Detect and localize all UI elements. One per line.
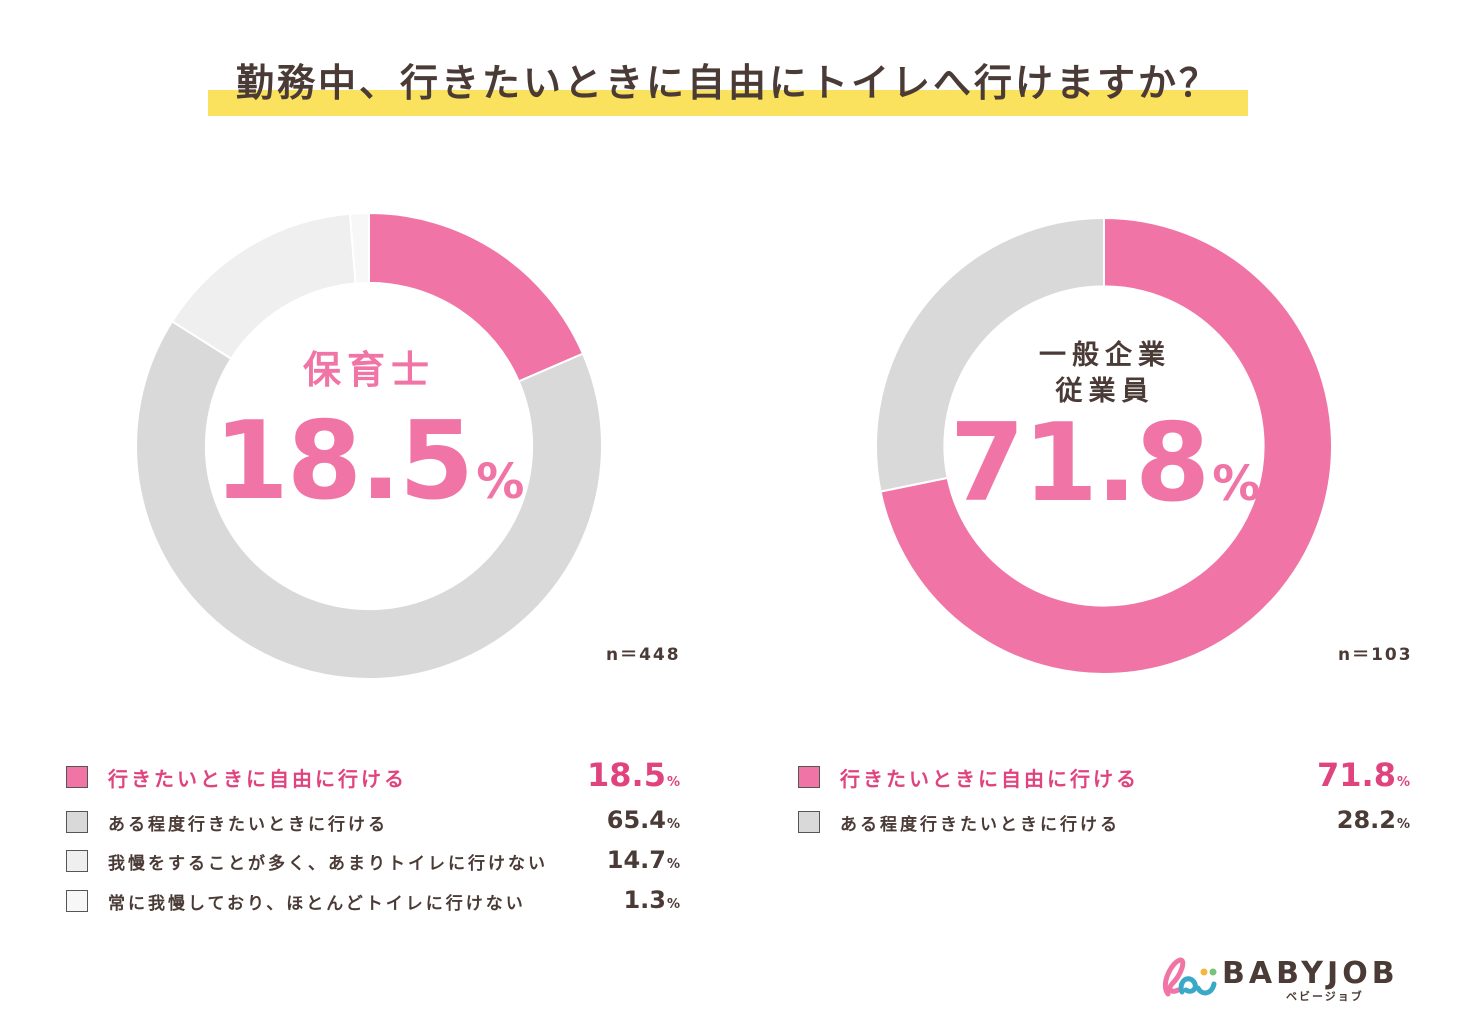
legend-value-nursery-2: 65.4% <box>607 806 680 834</box>
legend-item-company-1: 行きたいときに自由に行ける <box>798 762 1139 792</box>
legend-swatch <box>798 766 820 788</box>
legend-value-company-2: 28.2% <box>1337 806 1410 834</box>
center-unit-nursery: % <box>476 454 525 510</box>
legend-label: 常に我慢しており、ほとんどトイレに行けない <box>108 893 526 914</box>
logo-subtext: ベビージョブ <box>1286 990 1364 1003</box>
brand-logo: BABYJOB ベビージョブ <box>1158 954 1408 1004</box>
legend-label: 我慢をすることが多く、あまりトイレに行けない <box>108 853 548 874</box>
data-label: 65.4 <box>606 806 666 834</box>
chart-title-nursery: 保育士 <box>302 348 435 392</box>
data-label-unit: % <box>666 857 680 872</box>
page-title: 勤務中、行きたいときに自由にトイレへ行けますか？ <box>235 61 1220 105</box>
legend-item-nursery-1: 行きたいときに自由に行ける <box>66 762 407 792</box>
legend-swatch <box>66 890 88 912</box>
data-label: 18.5 <box>587 756 666 794</box>
legend-company: 行きたいときに自由に行ける 71.8% ある程度行きたいときに行ける 28.2% <box>798 756 1410 840</box>
babyjob-logo-icon <box>1162 957 1217 997</box>
legend-item-nursery-4: 常に我慢しており、ほとんどトイレに行けない <box>66 886 526 916</box>
data-label-unit: % <box>1396 775 1410 790</box>
donut-chart-nursery <box>135 211 603 680</box>
center-value-company: 71.8 <box>949 401 1210 526</box>
legend-swatch <box>66 766 88 788</box>
donut-slice-2 <box>875 216 1105 493</box>
title-block: 勤務中、行きたいときに自由にトイレへ行けますか？ <box>208 58 1248 118</box>
logo-text: BABYJOB <box>1222 956 1399 991</box>
center-value-nursery: 18.5 <box>213 399 474 524</box>
legend-value-nursery-4: 1.3% <box>623 886 680 914</box>
legend-value-company-1: 71.8% <box>1317 756 1410 794</box>
donut-slice-1 <box>879 216 1333 675</box>
legend-swatch <box>798 811 820 833</box>
donut-center-nursery: 保育士 18.5% <box>196 340 542 553</box>
data-label-unit: % <box>1396 817 1410 832</box>
data-label: 14.7 <box>606 846 666 874</box>
legend-item-company-2: ある程度行きたいときに行ける <box>798 807 1120 837</box>
donut-slice-2 <box>135 319 603 680</box>
data-label-unit: % <box>666 817 680 832</box>
data-label-unit: % <box>666 775 680 790</box>
legend-value-nursery-1: 18.5% <box>587 756 680 794</box>
sample-size-company: n＝103 <box>1338 645 1413 665</box>
data-label: 1.3 <box>623 886 666 914</box>
legend-item-nursery-2: ある程度行きたいときに行ける <box>66 807 388 837</box>
legend-label: 行きたいときに自由に行ける <box>840 766 1139 791</box>
legend-label: ある程度行きたいときに行ける <box>108 814 388 835</box>
title-highlight <box>208 90 1248 116</box>
legend-label: 行きたいときに自由に行ける <box>108 766 407 791</box>
sample-size-nursery: n＝448 <box>606 645 681 665</box>
donut-center-company: 一般企業 従業員 71.8% <box>932 338 1278 555</box>
center-value-row-company: 71.8% <box>932 404 1278 555</box>
center-unit-company: % <box>1212 456 1261 512</box>
legend-swatch <box>66 850 88 872</box>
legend-swatch <box>66 811 88 833</box>
center-value-row-nursery: 18.5% <box>196 402 542 553</box>
chart-title-company-line2: 従業員 <box>1055 376 1155 407</box>
legend-label: ある程度行きたいときに行ける <box>840 814 1120 835</box>
legend-value-nursery-3: 14.7% <box>607 846 680 874</box>
data-label: 71.8 <box>1317 756 1396 794</box>
data-label-unit: % <box>666 897 680 912</box>
chart-title-company-line1: 一般企業 <box>1039 340 1171 371</box>
donut-chart-company <box>875 216 1333 675</box>
legend-item-nursery-3: 我慢をすることが多く、あまりトイレに行けない <box>66 846 548 876</box>
data-label: 28.2 <box>1336 806 1396 834</box>
legend-nursery: 行きたいときに自由に行ける 18.5% ある程度行きたいときに行ける 65.4%… <box>66 756 680 920</box>
donut-slice-4 <box>348 211 370 285</box>
donut-slice-3 <box>170 212 357 361</box>
